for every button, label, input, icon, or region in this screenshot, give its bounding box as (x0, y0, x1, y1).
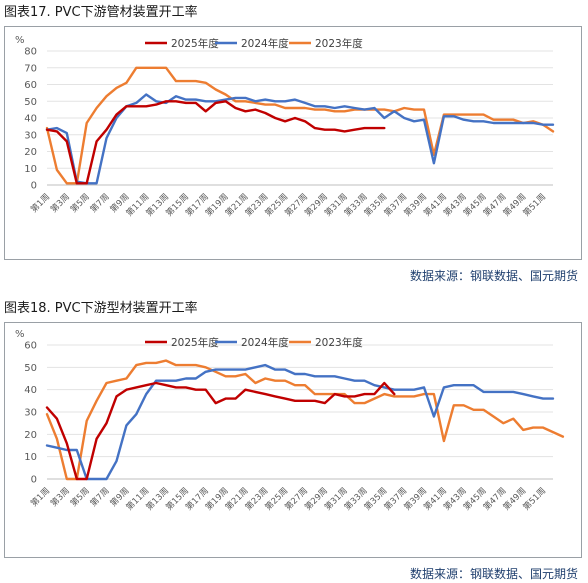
chart-1-svg: %01020304050607080第1周第3周第5周第7周第9周第11周第13… (15, 35, 555, 219)
y-tick-label: 0 (31, 475, 37, 486)
y-tick-label: 0 (31, 181, 37, 192)
y-tick-label: 30 (24, 408, 37, 419)
x-tick-label: 第5周 (68, 191, 92, 215)
figure-1-source: 数据来源：钢联数据、国元期货 (409, 269, 578, 283)
legend-label: 2024年度 (241, 336, 289, 349)
x-tick-label: 第3周 (48, 191, 72, 215)
y-tick-label: 80 (24, 47, 37, 58)
figure-2-box: % 0 10 20 30 40 50 60 第1周 第3周 第5周 第7周 第9周 第11周 第13周 第15… (4, 322, 582, 558)
y-tick-label: 10 (24, 452, 37, 463)
y-tick-label: 40 (24, 385, 37, 396)
figure-1-box: % 0 10 20 30 40 50 60 70 80 第1周 第3周 第5周 第7周 第9周 第11周 第13… (4, 26, 582, 260)
y-tick-label: 30 (24, 130, 37, 141)
series-line-2023年度 (45, 359, 565, 481)
y-tick-label: 20 (24, 147, 37, 158)
legend-label: 2025年度 (171, 336, 219, 349)
series-line-2024年度 (45, 363, 555, 481)
x-tick-label: 第7周 (88, 485, 112, 509)
legend-label: 2025年度 (171, 37, 219, 50)
y-axis-unit-label: % (15, 329, 25, 340)
x-tick-label: 第7周 (88, 191, 112, 215)
figure-1-title: 图表17. PVC下游管材装置开工率 (4, 5, 198, 20)
x-tick-label: 第51周 (521, 485, 548, 512)
legend-label: 2023年度 (315, 336, 363, 349)
x-tick-label: 第3周 (48, 485, 72, 509)
x-tick-label: 第1周 (28, 485, 52, 509)
series-line-2025年度 (45, 381, 396, 481)
x-tick-label: 第5周 (68, 485, 92, 509)
y-tick-label: 50 (24, 363, 37, 374)
x-tick-label: 第51周 (521, 191, 548, 218)
chart-2-svg: %0102030405060第1周第3周第5周第7周第9周第11周第13周第15… (15, 329, 565, 513)
y-tick-label: 10 (24, 164, 37, 175)
series-line-2024年度 (45, 93, 555, 185)
y-tick-label: 60 (24, 341, 37, 352)
y-tick-label: 40 (24, 114, 37, 125)
y-tick-label: 50 (24, 97, 37, 108)
series-line-2023年度 (45, 66, 555, 185)
legend-label: 2024年度 (241, 37, 289, 50)
y-tick-label: 20 (24, 430, 37, 441)
figure-2-title: 图表18. PVC下游型材装置开工率 (4, 301, 198, 316)
figure-2-source: 数据来源：钢联数据、国元期货 (409, 567, 578, 581)
series-line-2025年度 (45, 100, 386, 185)
y-axis-unit-label: % (15, 35, 25, 46)
legend-label: 2023年度 (315, 37, 363, 50)
y-tick-label: 70 (24, 63, 37, 74)
y-tick-label: 60 (24, 80, 37, 91)
x-tick-label: 第1周 (28, 191, 52, 215)
